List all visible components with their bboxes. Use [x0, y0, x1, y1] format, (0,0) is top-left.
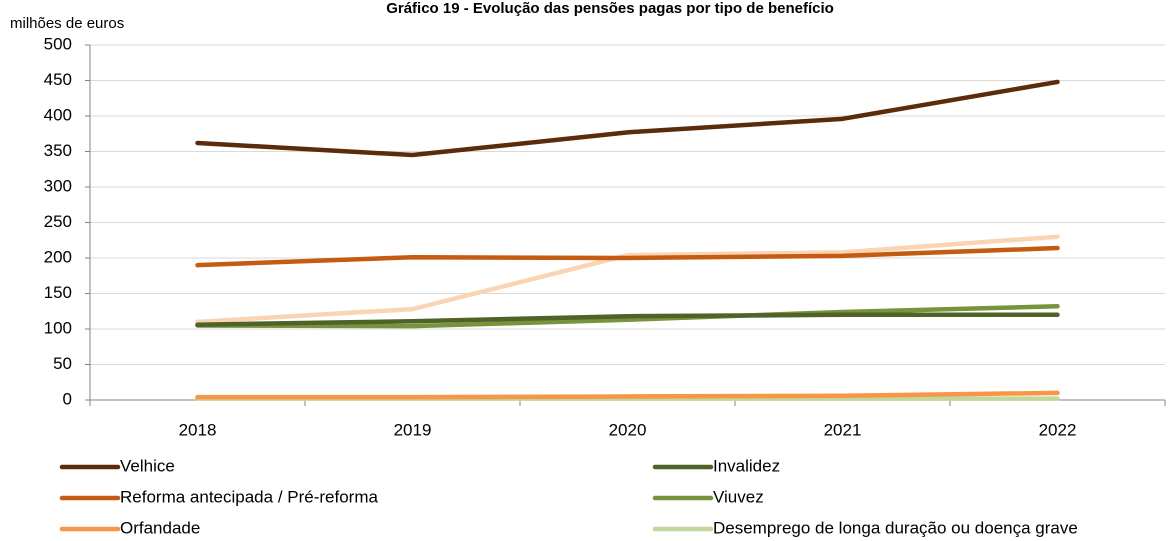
y-tick-label: 300 [44, 176, 72, 195]
series-line [195, 79, 1060, 158]
x-tick-label: 2019 [394, 420, 432, 439]
y-tick-label: 150 [44, 283, 72, 302]
series-line [195, 304, 1060, 329]
legend-label: Desemprego de longa duração ou doença gr… [713, 518, 1078, 537]
y-tick-label: 100 [44, 318, 72, 337]
y-tick-label: 400 [44, 105, 72, 124]
y-tick-label: 350 [44, 141, 72, 160]
x-tick-label: 2022 [1039, 420, 1077, 439]
series-line [195, 234, 1060, 325]
y-tick-label: 450 [44, 70, 72, 89]
y-tick-label: 0 [63, 389, 72, 408]
y-axis-label: milhões de euros [10, 15, 124, 32]
y-tick-label: 50 [53, 354, 72, 373]
y-tick-label: 250 [44, 212, 72, 231]
x-tick-label: 2018 [179, 420, 217, 439]
legend-label: Reforma antecipada / Pré-reforma [120, 487, 378, 506]
series-line [195, 312, 1060, 327]
legend-label: Viuvez [713, 487, 764, 506]
chart-title: Gráfico 19 - Evolução das pensões pagas … [386, 0, 834, 17]
legend-label: Velhice [120, 456, 175, 475]
legend-label: Invalidez [713, 456, 780, 475]
y-tick-label: 200 [44, 247, 72, 266]
x-tick-label: 2021 [824, 420, 862, 439]
x-tick-label: 2020 [609, 420, 647, 439]
y-tick-label: 500 [44, 34, 72, 53]
legend-label: Orfandade [120, 518, 200, 537]
series-line [195, 390, 1060, 400]
series-line [195, 245, 1060, 268]
